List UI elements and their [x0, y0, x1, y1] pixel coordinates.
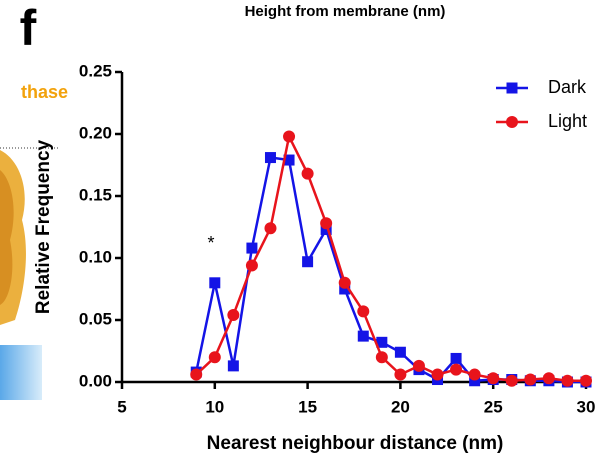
y-tick-label: 0.20: [79, 123, 112, 142]
legend-marker: [506, 116, 518, 128]
data-point: [283, 154, 295, 166]
data-point: [376, 336, 388, 348]
data-point: [542, 372, 555, 385]
y-axis-label: Relative Frequency: [33, 139, 54, 314]
x-tick-label: 10: [205, 397, 224, 416]
data-point: [469, 375, 481, 387]
data-point: [580, 374, 592, 387]
data-point: [468, 368, 481, 381]
data-point: [431, 368, 444, 381]
data-point: [227, 309, 240, 322]
data-point: [357, 305, 370, 318]
x-tick-label: 30: [577, 397, 596, 416]
legend-marker: [506, 82, 518, 94]
data-point: [209, 277, 221, 289]
annotation: *: [207, 233, 214, 253]
data-point: [320, 223, 332, 235]
data-point: [264, 222, 277, 235]
cropped-image: [0, 147, 60, 400]
data-point: [375, 351, 388, 364]
series-line: [195, 132, 586, 383]
y-tick-label: 0.15: [79, 185, 112, 204]
y-tick-label: 0.00: [79, 371, 112, 390]
data-point: [487, 372, 500, 385]
data-point: [394, 368, 407, 381]
data-point: [264, 152, 276, 164]
data-point: [301, 167, 314, 180]
data-point: [338, 276, 351, 289]
chart-title: Height from membrane (nm): [245, 3, 446, 20]
x-tick-label: 5: [117, 397, 126, 416]
data-point: [524, 373, 537, 386]
data-point: [283, 130, 296, 143]
panel-label: f: [20, 0, 37, 56]
legend-label: Dark: [548, 77, 587, 97]
side-text: thase: [21, 82, 68, 102]
data-point: [394, 346, 406, 358]
data-point: [412, 359, 425, 372]
data-point: [208, 351, 221, 364]
y-tick-label: 0.25: [79, 61, 112, 80]
data-point: [450, 363, 463, 376]
data-point: [505, 374, 518, 387]
data-point: [357, 330, 369, 342]
data-point: [320, 217, 333, 230]
data-point: [561, 374, 574, 387]
data-point: [245, 259, 258, 272]
y-tick-label: 0.10: [79, 247, 112, 266]
data-point: [339, 283, 351, 295]
x-tick-label: 15: [298, 397, 317, 416]
x-axis-label: Nearest neighbour distance (nm): [207, 433, 504, 454]
data-point: [302, 256, 314, 268]
y-tick-label: 0.05: [79, 309, 112, 328]
x-tick-label: 20: [391, 397, 410, 416]
data-point: [227, 360, 239, 372]
x-tick-label: 25: [484, 397, 503, 416]
data-point: [450, 352, 462, 364]
data-point: [246, 242, 258, 254]
legend-label: Light: [548, 111, 587, 131]
data-point: [190, 368, 203, 381]
